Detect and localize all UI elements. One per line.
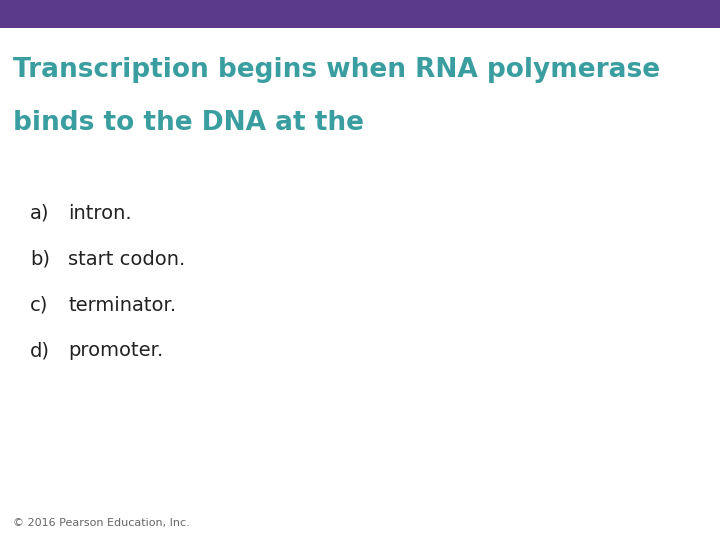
Text: b): b) [30, 249, 50, 269]
Text: Transcription begins when RNA polymerase: Transcription begins when RNA polymerase [13, 57, 660, 83]
Text: d): d) [30, 341, 50, 361]
Text: a): a) [30, 204, 50, 223]
Text: promoter.: promoter. [68, 341, 163, 361]
Text: binds to the DNA at the: binds to the DNA at the [13, 110, 364, 136]
FancyBboxPatch shape [0, 0, 720, 28]
Text: © 2016 Pearson Education, Inc.: © 2016 Pearson Education, Inc. [13, 518, 189, 528]
Text: c): c) [30, 295, 49, 315]
Text: start codon.: start codon. [68, 249, 186, 269]
Text: intron.: intron. [68, 204, 132, 223]
Text: terminator.: terminator. [68, 295, 176, 315]
